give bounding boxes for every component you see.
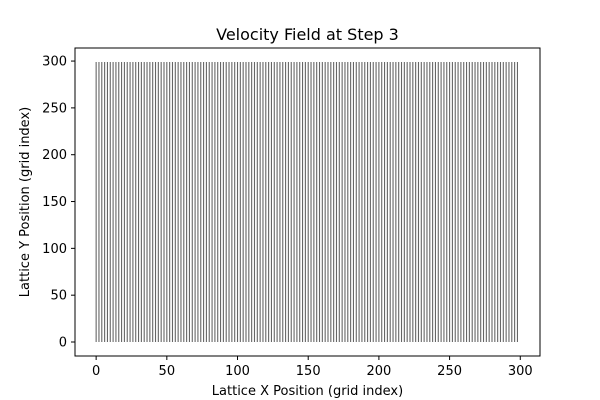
x-axis-label: Lattice X Position (grid index)	[212, 384, 403, 399]
velocity-vectors	[95, 62, 519, 342]
x-tick-label: 0	[92, 364, 100, 379]
y-tick-label: 0	[59, 336, 67, 351]
y-tick-label: 50	[50, 289, 67, 304]
y-axis-ticks: 0 50 100 150 200 250 300	[42, 55, 75, 351]
x-tick-label: 150	[296, 364, 321, 379]
x-axis-ticks: 0 50 100 150 200 250 300	[92, 356, 533, 379]
chart-title: Velocity Field at Step 3	[216, 25, 399, 44]
x-tick-label: 100	[225, 364, 250, 379]
y-tick-label: 300	[42, 55, 67, 70]
y-tick-label: 250	[42, 101, 67, 116]
x-tick-label: 200	[366, 364, 391, 379]
x-tick-label: 250	[437, 364, 462, 379]
y-axis-label: Lattice Y Position (grid index)	[18, 107, 33, 297]
y-tick-label: 150	[42, 195, 67, 210]
x-tick-label: 300	[508, 364, 533, 379]
x-tick-label: 50	[159, 364, 176, 379]
y-tick-label: 200	[42, 148, 67, 163]
y-tick-label: 100	[42, 242, 67, 257]
